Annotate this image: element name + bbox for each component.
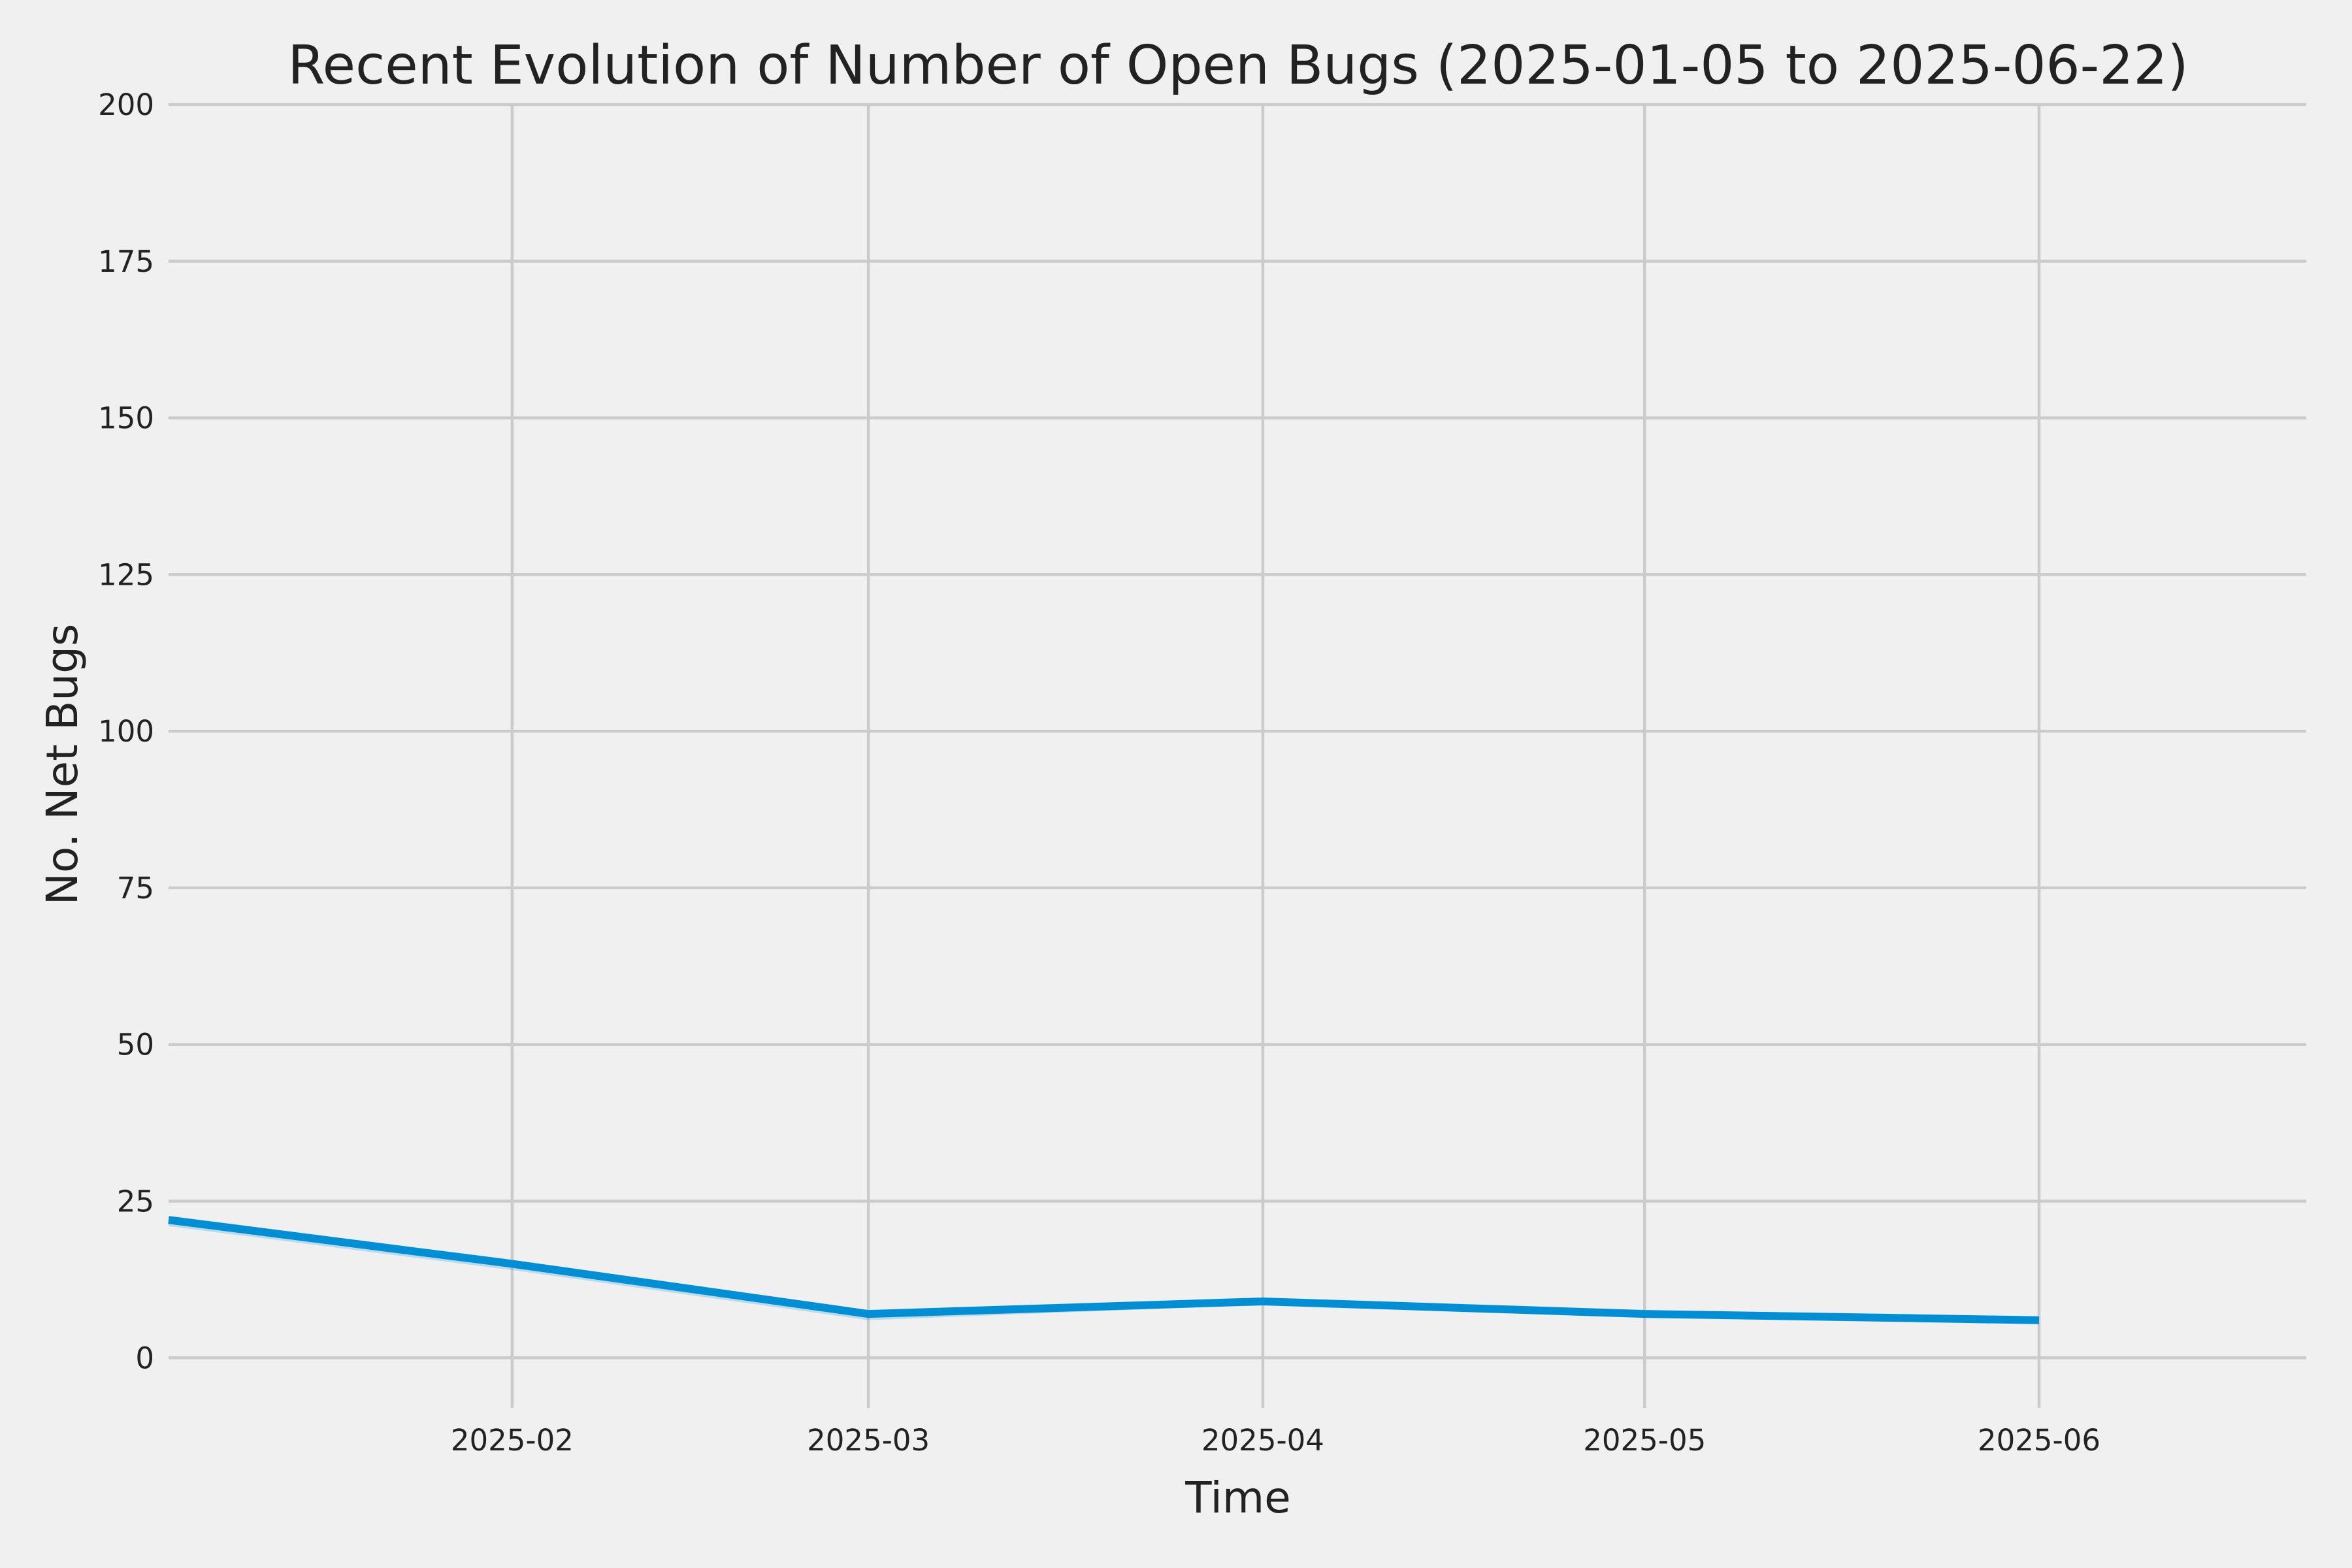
y-tick-label: 175 xyxy=(98,244,154,279)
y-tick-label: 100 xyxy=(98,714,154,749)
y-tick-label: 150 xyxy=(98,401,154,436)
x-tick-label: 2025-02 xyxy=(451,1423,574,1458)
y-tick-label: 25 xyxy=(117,1184,154,1218)
y-tick-label: 125 xyxy=(98,557,154,592)
y-tick-label: 50 xyxy=(117,1028,154,1062)
x-tick-label: 2025-04 xyxy=(1201,1423,1324,1458)
x-tick-label: 2025-03 xyxy=(807,1423,930,1458)
y-tick-label: 75 xyxy=(117,871,154,906)
chart-title: Recent Evolution of Number of Open Bugs … xyxy=(287,35,2188,97)
tick-labels: 0 25 50 75 100 125 150 175 200 2025-02 2025-03 2025… xyxy=(98,88,2100,1458)
y-axis-label: No. Net Bugs xyxy=(37,624,88,906)
y-tick-label: 0 xyxy=(135,1341,154,1375)
grid xyxy=(169,103,2306,1408)
x-tick-label: 2025-05 xyxy=(1583,1423,1706,1458)
series-lines xyxy=(168,1216,2040,1324)
series-line xyxy=(168,1216,2040,1324)
x-tick-label: 2025-06 xyxy=(1978,1423,2100,1458)
x-axis-label: Time xyxy=(1184,1473,1291,1523)
y-tick-label: 200 xyxy=(98,88,154,122)
